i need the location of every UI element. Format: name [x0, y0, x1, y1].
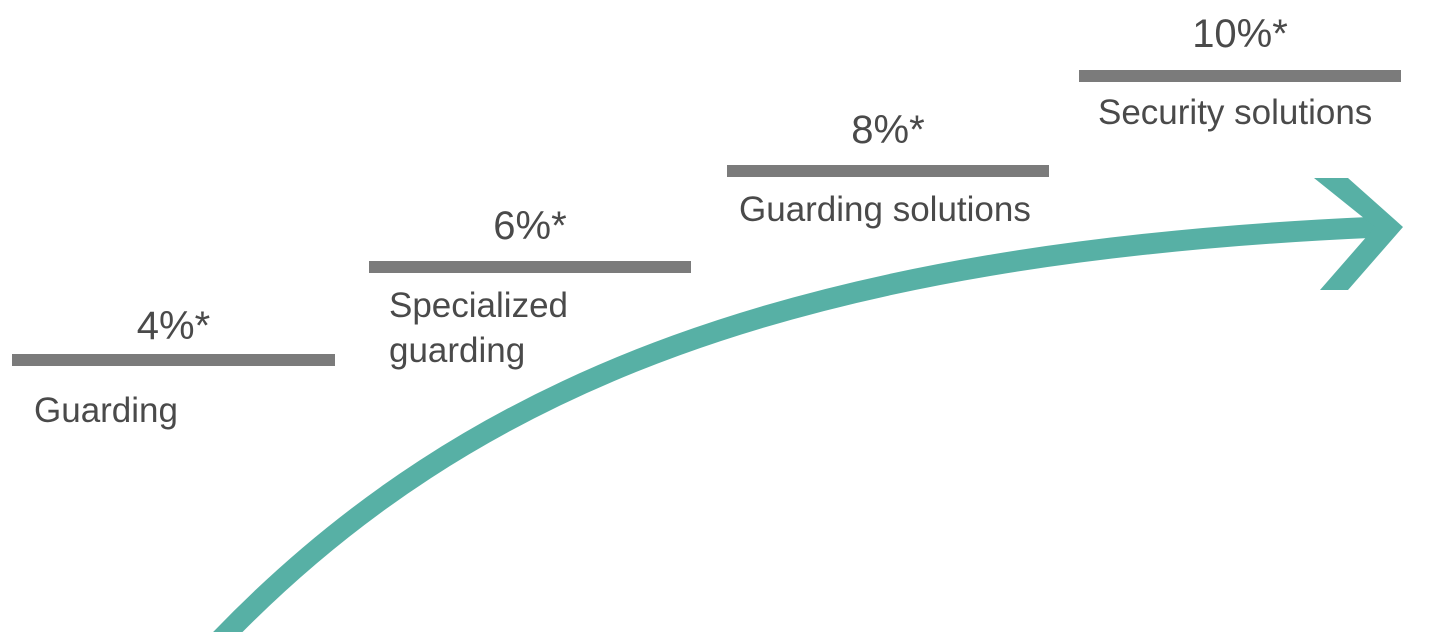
step-2-value: 6%*: [493, 204, 567, 248]
step-3-value: 8%*: [851, 108, 925, 152]
step-2-label-line-2: guarding: [389, 331, 526, 370]
step-2-label-line-1: Specialized: [389, 286, 568, 325]
step-3-bar: [727, 165, 1049, 177]
step-1-value: 4%*: [136, 304, 211, 348]
step-1-bar: [12, 354, 335, 366]
step-3-label: Guarding solutions: [739, 187, 1031, 232]
step-4-value: 10%*: [1192, 12, 1288, 56]
step-2-label: Specialized guarding: [389, 283, 568, 373]
step-3-label-line-1: Guarding solutions: [739, 190, 1031, 229]
step-1-label: Guarding: [34, 388, 178, 433]
growth-arrow-curve: [213, 216, 1381, 632]
step-4-label-line-1: Security solutions: [1098, 93, 1373, 132]
step-4-bar: [1079, 70, 1401, 82]
step-4-label: Security solutions: [1098, 90, 1372, 135]
step-2-bar: [369, 261, 691, 273]
step-1-label-line-1: Guarding: [34, 391, 178, 430]
growth-arrow-head: [1314, 178, 1403, 290]
